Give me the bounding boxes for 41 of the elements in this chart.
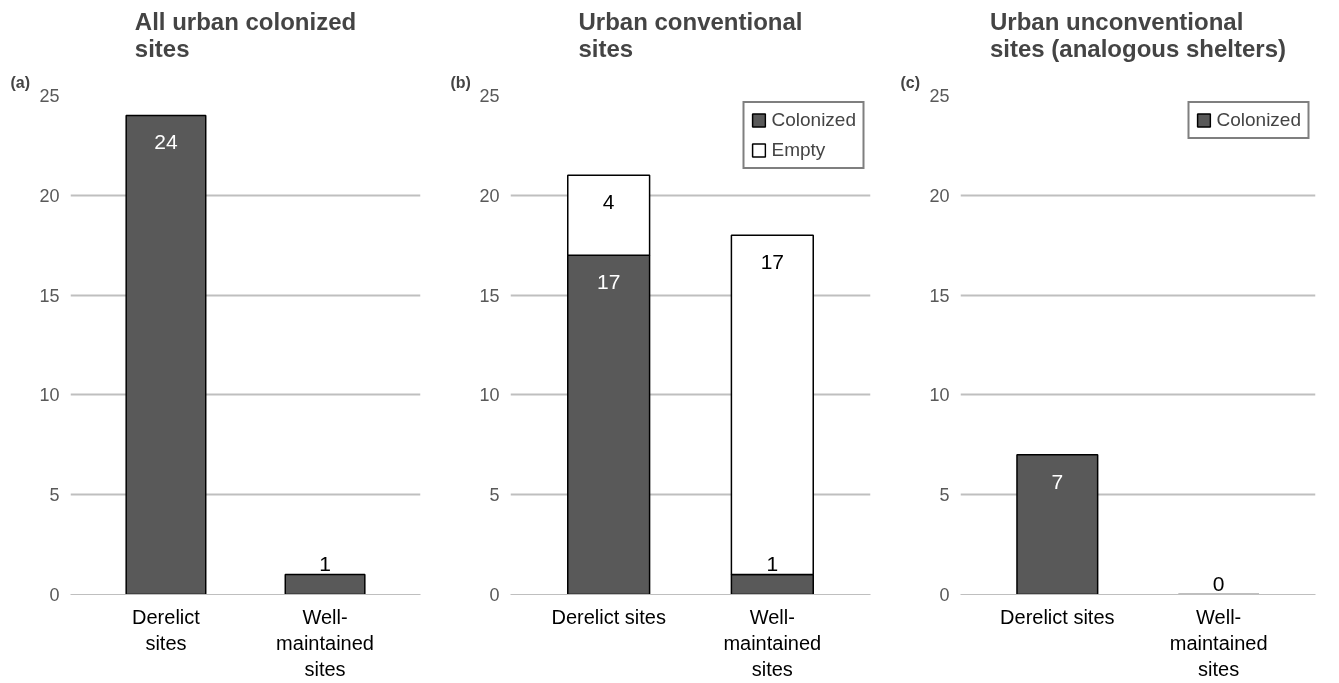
data-label: 4 <box>602 190 615 214</box>
data-label: 7 <box>1051 469 1064 493</box>
chart-title: All urban colonized sites <box>134 7 357 62</box>
legend-label: Colonized <box>1216 109 1301 131</box>
chart-title: Urban unconventional sites (analogous shelters) <box>989 7 1287 62</box>
x-tick-label: Well- maintained sites <box>723 605 822 681</box>
text: (c) <box>900 73 921 91</box>
text: (b) <box>450 73 471 91</box>
text: (a) <box>10 73 31 91</box>
data-label: 1 <box>766 551 779 575</box>
y-tick-label: 0 <box>489 585 500 605</box>
y-tick-label: 5 <box>939 485 950 506</box>
y-tick-label: 20 <box>479 185 500 206</box>
y-tick-label: 15 <box>39 285 60 306</box>
x-tick-label: Derelict sites <box>1000 605 1115 628</box>
y-tick-label: 25 <box>479 86 500 106</box>
y-tick-label: 5 <box>489 485 500 506</box>
y-tick-label: 25 <box>929 86 950 106</box>
y-tick-label: 0 <box>939 585 950 605</box>
data-label: 17 <box>760 250 784 274</box>
y-tick-label: 10 <box>479 385 500 406</box>
y-tick-label: 25 <box>39 86 60 106</box>
chart-title: Urban conventional sites <box>578 7 803 62</box>
y-tick-label: 15 <box>929 285 950 306</box>
x-tick-label: Well- maintained sites <box>1169 605 1268 681</box>
legend-label: Empty <box>771 139 826 161</box>
x-tick-label: Well- maintained sites <box>276 605 374 681</box>
y-tick-label: 5 <box>49 485 60 506</box>
data-label: 17 <box>597 270 621 294</box>
data-label: 0 <box>1212 571 1225 595</box>
legend-label: Colonized <box>771 109 856 131</box>
y-tick-label: 10 <box>39 385 60 406</box>
y-tick-label: 10 <box>929 385 950 406</box>
y-tick-label: 0 <box>49 585 60 605</box>
x-tick-label: Derelict sites <box>551 605 666 628</box>
data-label: 24 <box>154 130 178 154</box>
data-label: 1 <box>319 551 331 575</box>
y-tick-label: 15 <box>479 285 500 306</box>
y-tick-label: 20 <box>929 185 950 206</box>
x-tick-label: Derelict sites <box>132 605 201 654</box>
y-tick-label: 20 <box>39 185 60 206</box>
